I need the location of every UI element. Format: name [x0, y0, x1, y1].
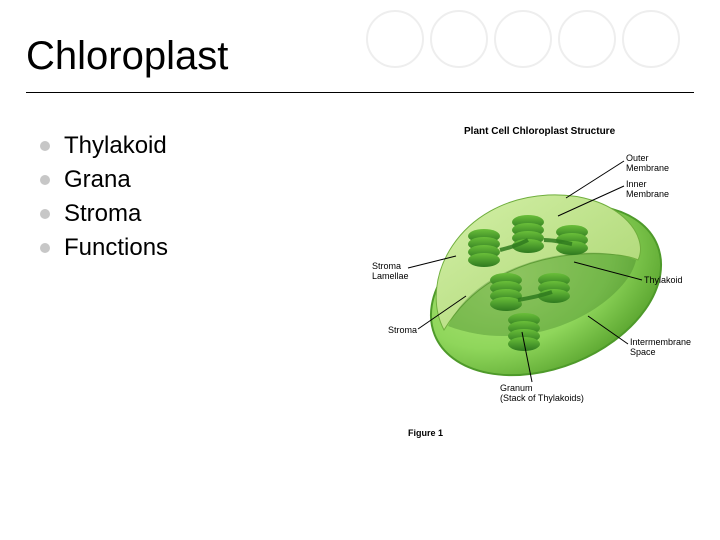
list-item: Functions: [40, 234, 300, 262]
title-underline: [26, 92, 694, 93]
bullet-icon: [40, 141, 50, 151]
list-item: Grana: [40, 166, 300, 194]
diagram-label: Stroma Lamellae: [372, 262, 409, 282]
slide: Chloroplast Thylakoid Grana Stroma Funct…: [0, 0, 720, 540]
figure-title: Plant Cell Chloroplast Structure: [464, 126, 615, 137]
bullet-icon: [40, 243, 50, 253]
bullet-text: Thylakoid: [64, 132, 167, 160]
circle-icon: [558, 10, 616, 68]
figure-caption: Figure 1: [408, 428, 443, 438]
diagram-label: Intermembrane Space: [630, 338, 691, 358]
circle-icon: [430, 10, 488, 68]
bullet-text: Functions: [64, 234, 168, 262]
diagram-label: Granum (Stack of Thylakoids): [500, 384, 584, 404]
bullet-icon: [40, 209, 50, 219]
chloroplast-figure: Plant Cell Chloroplast Structure: [372, 126, 702, 446]
diagram-label: Stroma: [388, 326, 417, 336]
bullet-text: Grana: [64, 166, 131, 194]
bullet-icon: [40, 175, 50, 185]
bullet-text: Stroma: [64, 200, 141, 228]
circle-icon: [366, 10, 424, 68]
circle-icon: [494, 10, 552, 68]
circle-icon: [622, 10, 680, 68]
list-item: Thylakoid: [40, 132, 300, 160]
diagram-label: Inner Membrane: [626, 180, 669, 200]
bullet-list: Thylakoid Grana Stroma Functions: [40, 132, 300, 268]
list-item: Stroma: [40, 200, 300, 228]
decorative-circles: [366, 10, 680, 68]
diagram-label: Outer Membrane: [626, 154, 669, 174]
page-title: Chloroplast: [26, 34, 228, 79]
diagram-label: Thylakoid: [644, 276, 683, 286]
